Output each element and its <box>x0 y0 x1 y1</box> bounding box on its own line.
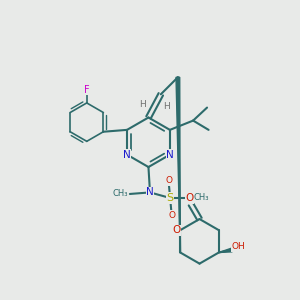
Text: F: F <box>84 85 90 95</box>
Polygon shape <box>176 77 180 253</box>
Text: CH₃: CH₃ <box>113 190 128 199</box>
Text: N: N <box>146 188 154 197</box>
Text: O: O <box>165 176 172 185</box>
Text: O: O <box>168 211 175 220</box>
Text: O: O <box>185 193 194 203</box>
Text: CH₃: CH₃ <box>194 194 209 202</box>
Text: OH: OH <box>231 242 245 251</box>
Text: N: N <box>123 150 131 160</box>
Text: S: S <box>167 193 174 203</box>
Text: H: H <box>140 100 146 109</box>
Text: O: O <box>172 225 181 235</box>
Text: N: N <box>166 150 174 160</box>
Text: H: H <box>163 102 170 111</box>
Polygon shape <box>219 248 232 253</box>
